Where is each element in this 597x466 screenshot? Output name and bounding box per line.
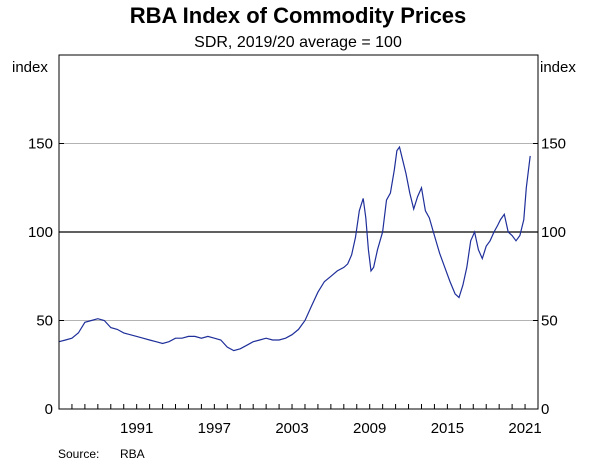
- y-tick-label-right-50: 50: [541, 313, 558, 330]
- y-axis-left-label: index: [12, 59, 48, 76]
- x-tick-label-2003: 2003: [275, 420, 308, 437]
- source-value: RBA: [120, 447, 145, 461]
- source-label: Source:: [58, 447, 99, 461]
- gridlines: [59, 143, 538, 321]
- y-axis-right-label: index: [540, 59, 576, 76]
- x-axis: 1991 1997 2003 2009 2015 2021: [58, 404, 542, 437]
- y-tick-label-right-100: 100: [541, 224, 566, 241]
- y-tick-label-left-50: 50: [36, 313, 53, 330]
- chart-subtitle: SDR, 2019/20 average = 100: [194, 34, 402, 51]
- x-tick-label-2009: 2009: [353, 420, 386, 437]
- y-tick-label-right-150: 150: [541, 136, 566, 153]
- y-axis-left: 0 50 100 150: [28, 136, 64, 418]
- chart-title: RBA Index of Commodity Prices: [130, 3, 467, 28]
- y-tick-label-left-100: 100: [28, 224, 53, 241]
- series-line: [58, 145, 531, 352]
- y-tick-label-left-0: 0: [45, 401, 53, 418]
- x-tick-label-1991: 1991: [120, 420, 153, 437]
- x-tick-label-2021: 2021: [508, 420, 541, 437]
- y-tick-label-right-0: 0: [541, 401, 549, 418]
- x-tick-label-1997: 1997: [198, 420, 231, 437]
- x-tick-label-2015: 2015: [431, 420, 464, 437]
- y-tick-label-left-150: 150: [28, 136, 53, 153]
- y-axis-right: 0 50 100 150: [533, 136, 566, 418]
